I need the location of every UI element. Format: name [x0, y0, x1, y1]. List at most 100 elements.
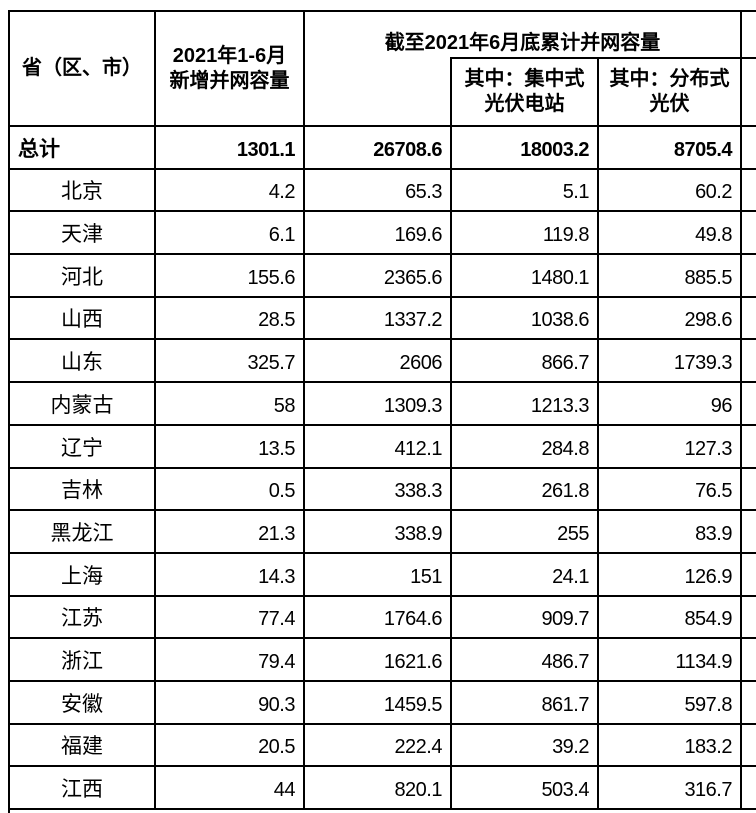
header-span-cumulative: 截至2021年6月底累计并网容量 — [384, 32, 661, 54]
value-cell: 127.3 — [599, 425, 742, 469]
phantom-cell — [742, 383, 756, 426]
province-cell: 山西 — [10, 297, 156, 341]
value-cell: 126.9 — [599, 553, 742, 597]
province-cell: 天津 — [10, 212, 156, 256]
value-cell: 412.1 — [305, 425, 452, 469]
value-cell: 820.1 — [305, 767, 452, 810]
phantom-cell — [742, 425, 756, 469]
phantom-cell — [742, 681, 756, 725]
value-cell: 183.2 — [599, 724, 742, 768]
province-cell: 黑龙江 — [10, 511, 156, 554]
header-region-cumulative: 截至2021年6月底累计并网容量 其中：集中式 光伏电站 其中：分布式 光伏 — [305, 12, 742, 127]
phantom-cell — [742, 724, 756, 768]
value-cell: 1739.3 — [599, 340, 742, 384]
province-cell: 北京 — [10, 169, 156, 213]
value-cell: 20.5 — [156, 724, 305, 768]
value-cell: 866.7 — [452, 340, 599, 384]
value-cell: 2365.6 — [305, 255, 452, 298]
clipped-row-cell — [452, 810, 599, 813]
phantom-cell — [742, 553, 756, 597]
province-cell: 辽宁 — [10, 425, 156, 469]
value-cell: 21.3 — [156, 511, 305, 554]
phantom-cell — [742, 767, 756, 810]
header-centralized-line1: 其中：集中式 — [464, 68, 585, 90]
value-cell: 316.7 — [599, 767, 742, 810]
value-cell: 1213.3 — [452, 383, 599, 426]
clipped-row-cell — [10, 810, 156, 813]
province-cell: 江西 — [10, 767, 156, 810]
value-cell: 169.6 — [305, 212, 452, 256]
value-cell: 1621.6 — [305, 639, 452, 682]
value-cell: 338.9 — [305, 511, 452, 554]
province-cell: 安徽 — [10, 681, 156, 725]
value-cell: 1038.6 — [452, 297, 599, 341]
capacity-table: 省（区、市） 2021年1-6月 新增并网容量 截至2021年6月底累计并网容量… — [8, 10, 756, 813]
total-value-cell: 8705.4 — [599, 127, 742, 170]
province-cell: 江苏 — [10, 596, 156, 640]
clipped-row-cell — [599, 810, 742, 813]
province-cell: 吉林 — [10, 468, 156, 512]
value-cell: 854.9 — [599, 596, 742, 640]
value-cell: 486.7 — [452, 639, 599, 682]
value-cell: 65.3 — [305, 169, 452, 213]
value-cell: 79.4 — [156, 639, 305, 682]
value-cell: 1134.9 — [599, 639, 742, 682]
value-cell: 6.1 — [156, 212, 305, 256]
province-cell: 内蒙古 — [10, 383, 156, 426]
value-cell: 4.2 — [156, 169, 305, 213]
province-cell: 河北 — [10, 255, 156, 298]
value-cell: 39.2 — [452, 724, 599, 768]
value-cell: 77.4 — [156, 596, 305, 640]
header-cell-centralized: 其中：集中式 光伏电站 — [450, 57, 597, 125]
phantom-cell — [742, 255, 756, 298]
value-cell: 151 — [305, 553, 452, 597]
value-cell: 14.3 — [156, 553, 305, 597]
value-cell: 76.5 — [599, 468, 742, 512]
clipped-row-cell — [742, 810, 756, 813]
header-cell-distributed: 其中：分布式 光伏 — [597, 57, 740, 125]
phantom-header-cell — [742, 12, 756, 127]
phantom-cell — [742, 212, 756, 256]
value-cell: 1480.1 — [452, 255, 599, 298]
value-cell: 298.6 — [599, 297, 742, 341]
value-cell: 24.1 — [452, 553, 599, 597]
header-new-capacity-line2: 新增并网容量 — [169, 69, 290, 92]
header-subrow: 其中：集中式 光伏电站 其中：分布式 光伏 — [305, 57, 740, 125]
value-cell: 58 — [156, 383, 305, 426]
header-new-capacity-line1: 2021年1-6月 — [172, 44, 287, 67]
value-cell: 90.3 — [156, 681, 305, 725]
phantom-cell — [742, 340, 756, 384]
value-cell: 60.2 — [599, 169, 742, 213]
header-distributed-line1: 其中：分布式 — [609, 68, 730, 90]
total-value-cell: 18003.2 — [452, 127, 599, 170]
phantom-cell — [742, 127, 756, 170]
value-cell: 261.8 — [452, 468, 599, 512]
value-cell: 222.4 — [305, 724, 452, 768]
value-cell: 155.6 — [156, 255, 305, 298]
value-cell: 1309.3 — [305, 383, 452, 426]
value-cell: 885.5 — [599, 255, 742, 298]
value-cell: 0.5 — [156, 468, 305, 512]
value-cell: 2606 — [305, 340, 452, 384]
value-cell: 1337.2 — [305, 297, 452, 341]
value-cell: 255 — [452, 511, 599, 554]
total-value-cell: 1301.1 — [156, 127, 305, 170]
header-cell-province: 省（区、市） — [10, 12, 156, 127]
value-cell: 83.9 — [599, 511, 742, 554]
phantom-cell — [742, 511, 756, 554]
province-cell: 浙江 — [10, 639, 156, 682]
phantom-cell — [742, 169, 756, 213]
clipped-row-cell — [305, 810, 452, 813]
province-cell: 上海 — [10, 553, 156, 597]
header-cell-cumulative-total — [305, 57, 450, 125]
value-cell: 284.8 — [452, 425, 599, 469]
value-cell: 338.3 — [305, 468, 452, 512]
value-cell: 1764.6 — [305, 596, 452, 640]
phantom-cell — [742, 639, 756, 682]
header-cell-new-capacity: 2021年1-6月 新增并网容量 — [156, 12, 305, 127]
phantom-cell — [742, 596, 756, 640]
province-cell: 山东 — [10, 340, 156, 384]
value-cell: 909.7 — [452, 596, 599, 640]
header-centralized-line2: 光伏电站 — [484, 93, 565, 115]
